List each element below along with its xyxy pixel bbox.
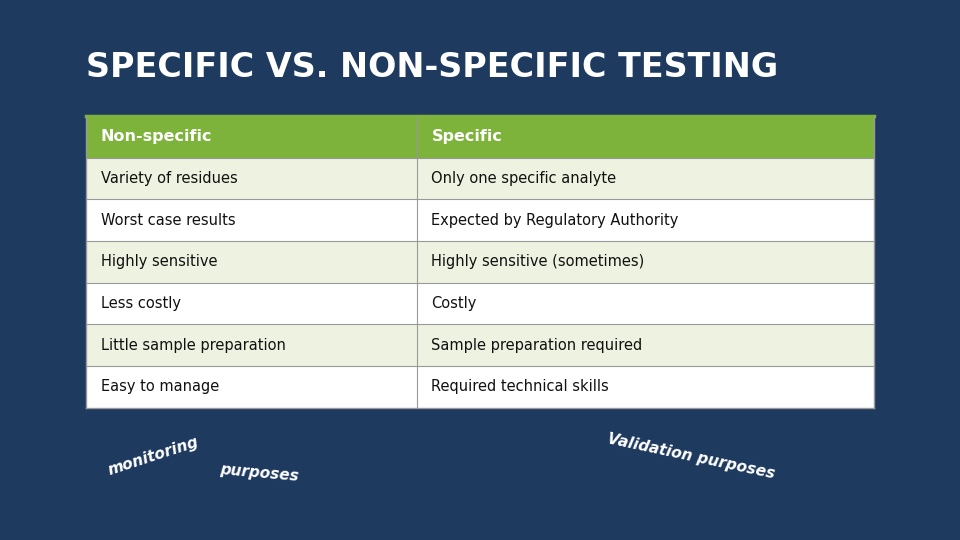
FancyBboxPatch shape <box>86 116 874 158</box>
FancyBboxPatch shape <box>86 325 874 366</box>
Text: Required technical skills: Required technical skills <box>431 380 610 394</box>
Text: monitoring: monitoring <box>107 435 201 478</box>
FancyBboxPatch shape <box>86 116 874 408</box>
Text: Worst case results: Worst case results <box>101 213 235 228</box>
Text: Little sample preparation: Little sample preparation <box>101 338 286 353</box>
FancyBboxPatch shape <box>86 158 874 199</box>
Text: Less costly: Less costly <box>101 296 180 311</box>
FancyBboxPatch shape <box>86 241 874 283</box>
FancyBboxPatch shape <box>86 283 874 325</box>
FancyBboxPatch shape <box>86 199 874 241</box>
Text: Non-specific: Non-specific <box>101 130 212 144</box>
Text: Only one specific analyte: Only one specific analyte <box>431 171 616 186</box>
Text: Specific: Specific <box>431 130 502 144</box>
Text: Easy to manage: Easy to manage <box>101 380 219 394</box>
Text: Highly sensitive: Highly sensitive <box>101 254 217 269</box>
Text: Expected by Regulatory Authority: Expected by Regulatory Authority <box>431 213 679 228</box>
Text: purposes: purposes <box>219 462 300 483</box>
Text: Highly sensitive (sometimes): Highly sensitive (sometimes) <box>431 254 645 269</box>
Text: Sample preparation required: Sample preparation required <box>431 338 642 353</box>
Text: SPECIFIC VS. NON-SPECIFIC TESTING: SPECIFIC VS. NON-SPECIFIC TESTING <box>85 51 779 84</box>
Text: Variety of residues: Variety of residues <box>101 171 237 186</box>
Text: Validation purposes: Validation purposes <box>606 431 777 481</box>
Text: Costly: Costly <box>431 296 477 311</box>
FancyBboxPatch shape <box>86 366 874 408</box>
